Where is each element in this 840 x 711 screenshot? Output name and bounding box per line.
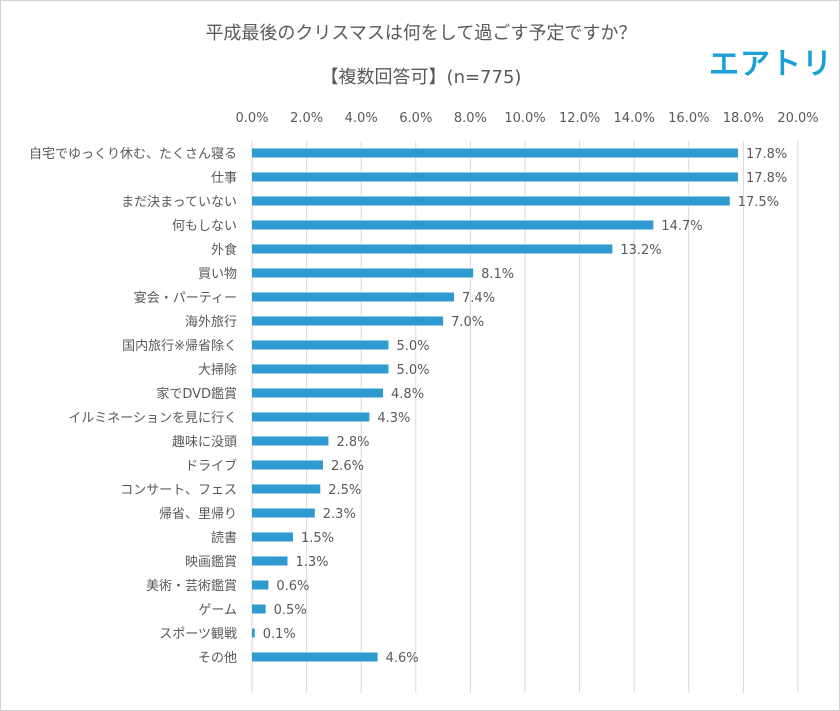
data-label: 4.3% xyxy=(377,411,410,426)
category-label: 買い物 xyxy=(198,267,237,282)
category-label: 宴会・パーティー xyxy=(134,290,237,306)
bar xyxy=(252,172,738,182)
bar xyxy=(252,628,255,638)
data-label: 4.6% xyxy=(386,651,419,666)
x-tick-label: 6.0% xyxy=(399,111,432,126)
data-label: 7.0% xyxy=(451,315,484,330)
category-label: 国内旅行※帰省除く xyxy=(122,338,237,354)
bar xyxy=(252,220,654,230)
bar xyxy=(252,316,444,326)
data-label: 13.2% xyxy=(620,243,661,258)
bar xyxy=(252,148,738,158)
x-tick-label: 20.0% xyxy=(777,111,818,126)
bar xyxy=(252,484,321,494)
bar xyxy=(252,292,455,302)
category-label: 大掃除 xyxy=(198,362,237,378)
category-label: ゲーム xyxy=(198,603,237,618)
bar xyxy=(252,268,474,278)
x-tick-label: 14.0% xyxy=(614,111,655,126)
category-label: 読書 xyxy=(211,530,237,546)
data-label: 5.0% xyxy=(397,339,430,354)
x-tick-label: 8.0% xyxy=(454,111,487,126)
category-label: イルミネーションを見に行く xyxy=(68,411,237,426)
category-label: 外食 xyxy=(211,242,237,258)
category-label: ドライブ xyxy=(185,458,237,474)
x-tick-label: 18.0% xyxy=(723,111,764,126)
bar xyxy=(252,412,370,422)
data-label: 17.5% xyxy=(738,195,779,210)
bar xyxy=(252,388,384,398)
category-label: 美術・芸術鑑賞 xyxy=(146,578,237,594)
chart-subtitle: 【複数回答可】(n=775) xyxy=(320,67,522,88)
x-tick-label: 12.0% xyxy=(559,111,600,126)
x-tick-label: 2.0% xyxy=(290,111,323,126)
bar xyxy=(252,340,389,350)
x-tick-label: 4.0% xyxy=(345,111,378,126)
data-label: 8.1% xyxy=(481,267,514,282)
category-label: その他 xyxy=(198,651,237,666)
data-label: 2.3% xyxy=(323,507,356,522)
bar xyxy=(252,532,293,542)
data-label: 0.6% xyxy=(276,579,309,594)
data-label: 17.8% xyxy=(746,171,787,186)
category-label: 何もしない xyxy=(172,218,237,234)
bar xyxy=(252,652,378,662)
category-label: 帰省、里帰り xyxy=(159,506,237,522)
bar xyxy=(252,556,288,566)
category-label: 自宅でゆっくり休む、たくさん寝る xyxy=(29,146,237,162)
category-label: 映画鑑賞 xyxy=(185,554,237,570)
data-label: 2.8% xyxy=(336,435,369,450)
x-tick-label: 0.0% xyxy=(235,111,268,126)
bar xyxy=(252,244,613,254)
category-label: 仕事 xyxy=(211,171,237,186)
bar xyxy=(252,508,315,518)
x-tick-label: 16.0% xyxy=(668,111,709,126)
x-tick-label: 10.0% xyxy=(504,111,545,126)
category-label: 海外旅行 xyxy=(185,315,237,330)
data-label: 7.4% xyxy=(462,291,495,306)
data-label: 0.1% xyxy=(263,627,296,642)
bar xyxy=(252,436,329,446)
bar xyxy=(252,460,323,470)
category-label: まだ決まっていない xyxy=(121,195,237,210)
data-label: 4.8% xyxy=(391,387,424,402)
category-label: コンサート、フェス xyxy=(120,483,237,498)
data-label: 17.8% xyxy=(746,147,787,162)
category-label: 趣味に没頭 xyxy=(172,435,237,450)
data-label: 14.7% xyxy=(661,219,702,234)
data-label: 2.6% xyxy=(331,459,364,474)
chart-title: 平成最後のクリスマスは何をして過ごす予定ですか？ xyxy=(205,23,637,44)
bar xyxy=(252,604,266,614)
data-label: 1.5% xyxy=(301,531,334,546)
data-label: 5.0% xyxy=(397,363,430,378)
bar xyxy=(252,196,730,206)
bar xyxy=(252,580,269,590)
data-label: 0.5% xyxy=(274,603,307,618)
airtrip-logo: エアトリ xyxy=(709,47,833,82)
category-label: スポーツ観戦 xyxy=(159,627,237,642)
category-label: 家でDVD鑑賞 xyxy=(156,386,237,402)
data-label: 1.3% xyxy=(295,555,328,570)
bar xyxy=(252,364,389,374)
data-label: 2.5% xyxy=(328,483,361,498)
